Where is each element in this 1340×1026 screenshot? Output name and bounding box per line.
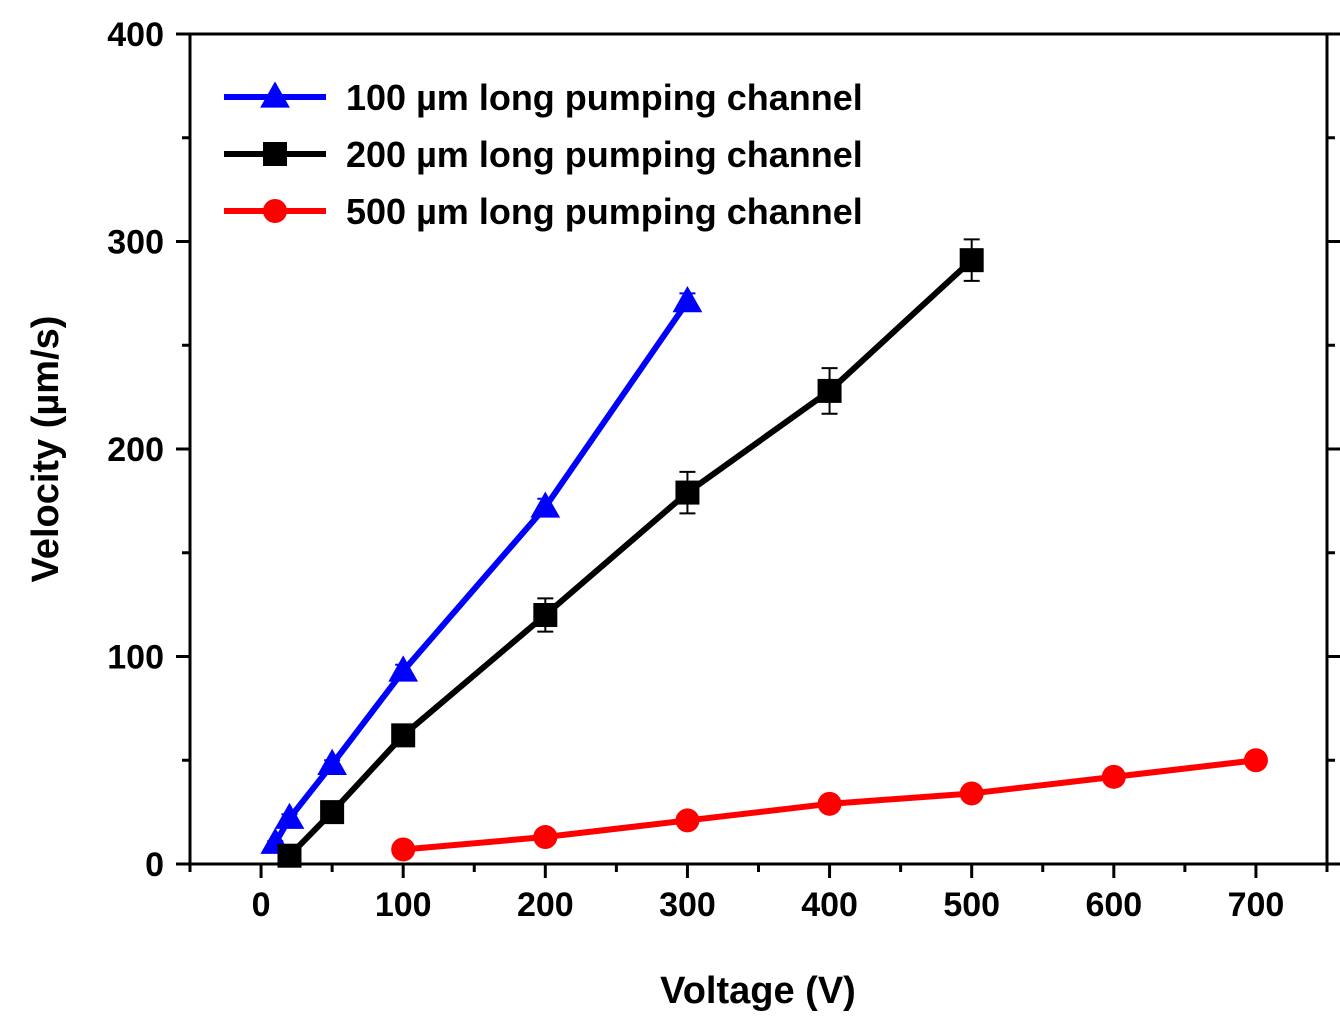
data-point [530,491,561,518]
data-point [274,802,305,829]
x-tick-label: 700 [1228,886,1285,924]
y-tick-label: 200 [107,431,164,469]
series-line [287,257,974,858]
data-point [672,286,703,313]
data-point [391,837,416,862]
axis-ticks [176,32,1340,878]
data-point [817,791,842,816]
data-point [1243,748,1268,773]
y-tick-label: 100 [107,639,164,677]
x-tick-label: 300 [659,886,716,924]
data-point [817,378,842,403]
data-point [1101,764,1126,789]
series-group [260,238,1268,868]
legend-marker [260,81,290,108]
series-1 [260,286,703,854]
x-tick-label: 500 [943,886,1000,924]
data-point [959,248,984,273]
data-point [959,781,984,806]
legend-marker [263,199,287,223]
legend-label: 500 µm long pumping channel [346,191,863,232]
x-tick-label: 600 [1085,886,1142,924]
legend-label: 100 µm long pumping channel [346,77,863,118]
legend-marker [263,142,287,166]
data-point [388,655,419,682]
data-point [675,480,700,505]
data-point [277,843,302,868]
data-point [533,603,558,627]
data-point [533,825,558,850]
legend-entry-1: 100 µm long pumping channel [224,77,863,118]
data-point [320,800,345,825]
y-tick-label: 300 [107,224,164,262]
legend-label: 200 µm long pumping channel [346,134,863,175]
y-axis-label: Velocity (µm/s) [25,316,67,583]
data-point [317,748,348,775]
x-axis-label: Voltage (V) [660,970,856,1012]
series-3 [391,748,1268,862]
series-2 [277,238,984,868]
legend-entry-2: 200 µm long pumping channel [224,134,863,175]
y-tick-label: 400 [107,16,164,54]
legend: 100 µm long pumping channel 200 µm long p… [224,77,863,232]
x-tick-label: 200 [517,886,574,924]
x-tick-label: 100 [375,886,432,924]
data-point [391,723,416,748]
x-tick-label: 400 [801,886,858,924]
legend-entry-3: 500 µm long pumping channel [224,191,863,232]
tick-labels: 0 100 200 300 400 500 600 700 0 100 200 300 400 [107,16,1284,924]
data-point [675,808,700,833]
x-tick-label: 0 [252,886,271,924]
y-tick-label: 0 [145,846,164,884]
